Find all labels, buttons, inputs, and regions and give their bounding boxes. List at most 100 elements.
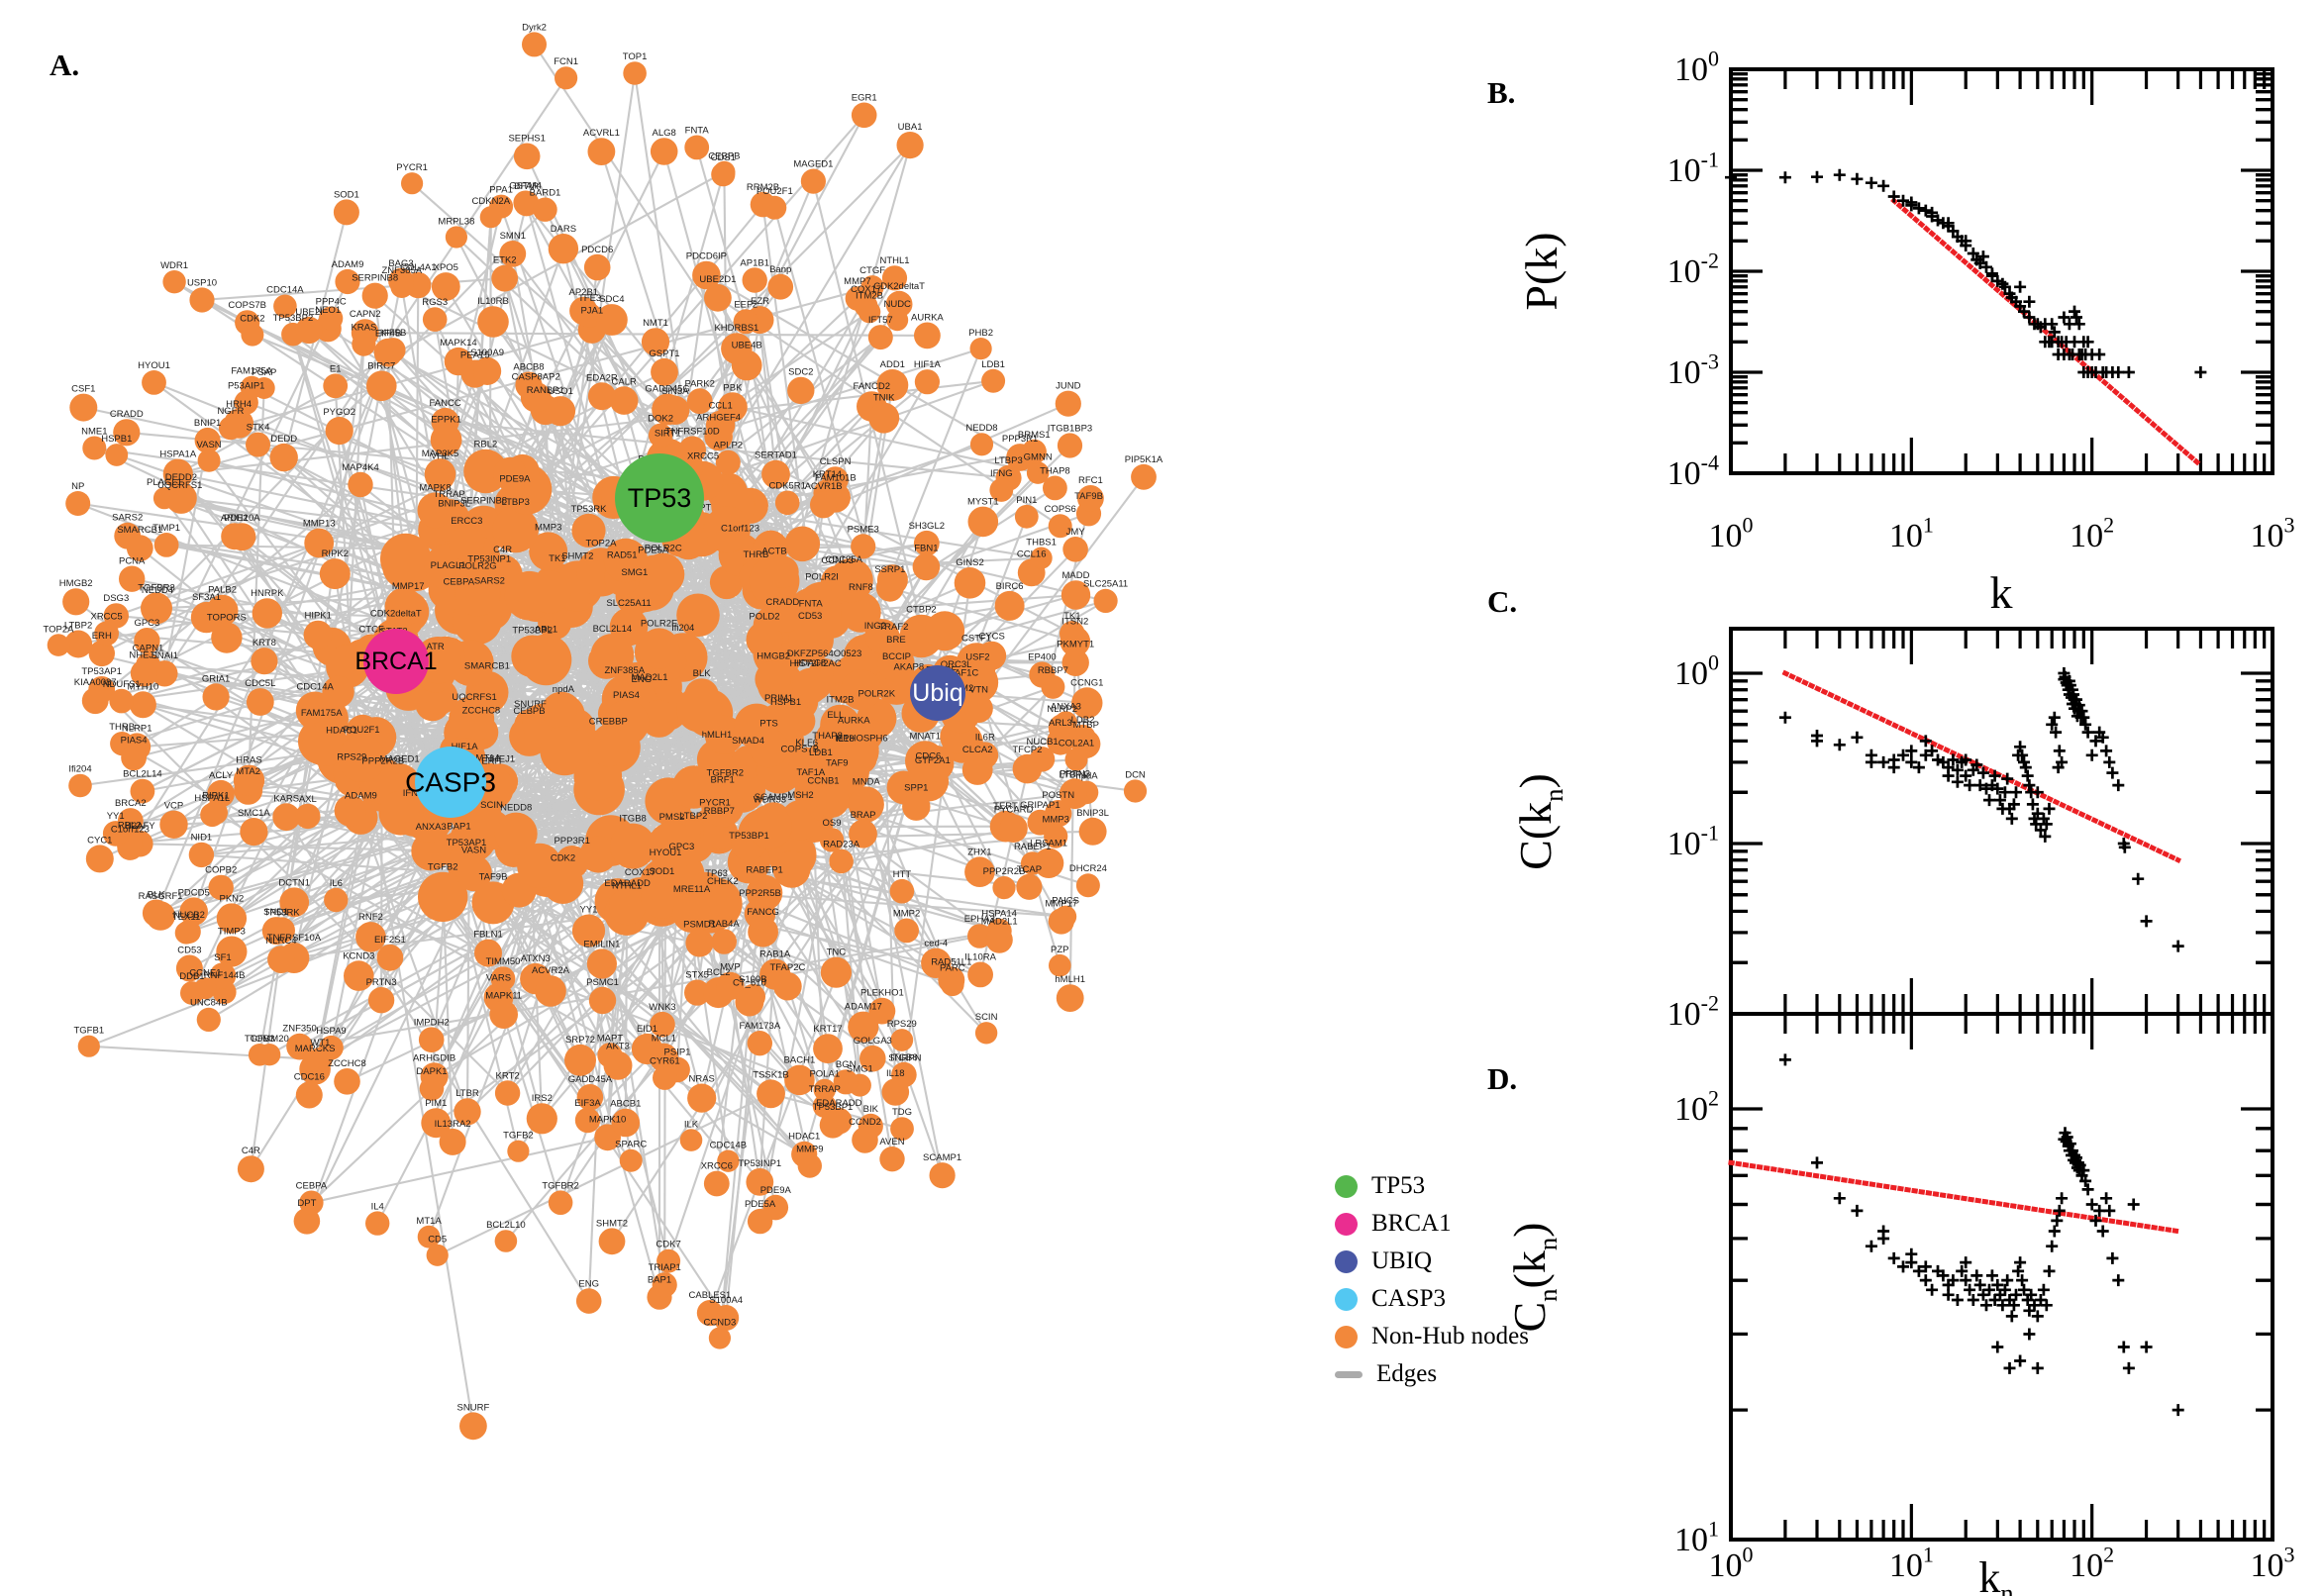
network-node-label: SCAMP1	[755, 792, 793, 803]
network-node-label: RAB1A	[759, 949, 791, 960]
network-node	[744, 898, 776, 930]
network-node	[639, 628, 680, 669]
axis-tick-label: 101	[1889, 513, 1934, 554]
scatter-point	[1967, 1294, 1979, 1306]
network-node	[384, 587, 424, 627]
network-node-label: H2AFY	[125, 821, 155, 832]
network-node-label: WT1	[310, 1038, 330, 1048]
network-node	[749, 728, 789, 768]
scatter-point	[1926, 1283, 1939, 1296]
network-node	[1026, 461, 1050, 484]
network-node	[324, 887, 349, 913]
network-node-label: CDK5R1	[768, 481, 806, 492]
network-node	[773, 971, 802, 1001]
scatter-point	[1851, 1204, 1864, 1217]
scatter-point	[2014, 280, 2027, 293]
network-node	[648, 423, 673, 448]
network-node-label: DEDD	[270, 434, 297, 445]
network-node-label: HSPB1	[101, 434, 132, 445]
network-node-label: IFNG	[990, 468, 1013, 479]
network-node-label: TIMP3	[218, 927, 246, 938]
network-node	[708, 1327, 732, 1349]
network-node	[418, 1027, 445, 1052]
network-node-label: RBL2	[474, 440, 498, 450]
network-node-label: RBL2	[118, 821, 142, 832]
network-node	[88, 640, 116, 667]
network-node-label: C1orf123	[111, 825, 150, 836]
network-node	[279, 887, 310, 918]
network-node	[757, 1079, 785, 1109]
axis-tick-label: 101	[1674, 1517, 1719, 1558]
network-node-label: BIRC6	[996, 581, 1024, 592]
scatter-point	[2103, 755, 2116, 768]
hub-node-tp53	[615, 453, 704, 543]
network-node-label: IFT57	[868, 315, 893, 326]
network-node-label: TGFB2	[503, 1131, 534, 1142]
legend-label: TP53	[1371, 1172, 1426, 1199]
axis-tick-label: 100	[1674, 650, 1719, 692]
network-node	[1055, 390, 1081, 417]
network-node-label: YY1	[580, 905, 598, 916]
scatter-point	[1942, 769, 1955, 782]
network-node-label: HMGB2	[757, 650, 790, 661]
network-node	[1043, 475, 1067, 501]
scatter-point	[2048, 1225, 2061, 1238]
network-node-label: RAD51L1	[931, 956, 971, 967]
network-node-label: EID1	[637, 1024, 657, 1035]
scatter-point	[2079, 1174, 2092, 1187]
network-node	[964, 694, 993, 723]
network-node	[868, 402, 900, 434]
network-node	[851, 102, 877, 129]
panel-label-a: A.	[50, 48, 80, 82]
network-node	[494, 1080, 521, 1106]
network-node-label: CDC16	[294, 1071, 325, 1082]
scatter-point	[1926, 745, 1939, 757]
network-node-label: CRADD	[765, 597, 799, 608]
network-edge	[177, 379, 994, 475]
x-axis-title: k	[1990, 567, 2013, 618]
axis-tick-label: 101	[1889, 1543, 1934, 1584]
network-node-label: TRAF2	[878, 622, 908, 633]
network-node	[1021, 439, 1047, 464]
network-node-label: MTBP	[1073, 720, 1099, 731]
network-node-label: IL18	[836, 734, 855, 745]
network-node-label: NTHL1	[879, 255, 909, 266]
network-node-label: SCIN	[480, 800, 503, 811]
network-node-label: CLSPN	[820, 456, 852, 467]
network-node-label: NME1	[81, 427, 107, 438]
legend-item-casp3: CASP3	[1335, 1285, 1529, 1313]
network-node	[891, 1061, 917, 1088]
network-node	[676, 593, 720, 638]
network-node	[119, 565, 146, 592]
network-node	[1064, 748, 1088, 771]
network-edge	[445, 285, 590, 532]
network-node	[678, 436, 706, 463]
network-node	[819, 1112, 847, 1139]
network-node	[473, 356, 502, 385]
network-node-label: TFE3	[578, 293, 601, 304]
network-node	[686, 388, 713, 415]
network-node	[344, 960, 374, 991]
network-node-label: XRCC6	[701, 1161, 733, 1172]
network-node	[964, 856, 995, 887]
chart-panel-B: 100 10-1 10-2 10-3 10-4 100 101 102 103 k P(k)	[1516, 47, 2295, 618]
network-node-label: DKFZP564O0523	[787, 648, 862, 659]
network-node	[671, 893, 712, 934]
network-node-label: CCL16	[1017, 549, 1047, 560]
network-node-label: CABLES1	[689, 1290, 732, 1301]
network-node	[203, 800, 228, 825]
axis-tick-label: 10-1	[1667, 148, 1719, 189]
network-node-label: TRRAP	[433, 489, 464, 500]
network-node	[538, 605, 572, 641]
scatter-point	[1980, 1299, 1992, 1312]
network-node-label: ADAM17	[845, 1002, 882, 1013]
network-edge	[820, 606, 866, 1141]
network-node-label: UBA1	[898, 122, 923, 133]
network-node	[454, 570, 501, 617]
network-node	[1075, 873, 1100, 898]
scatter-point	[2132, 872, 2145, 885]
network-node-label: PSMD1	[683, 919, 716, 930]
scatter-point	[2112, 366, 2125, 378]
network-node-label: MAGED1	[793, 159, 833, 170]
